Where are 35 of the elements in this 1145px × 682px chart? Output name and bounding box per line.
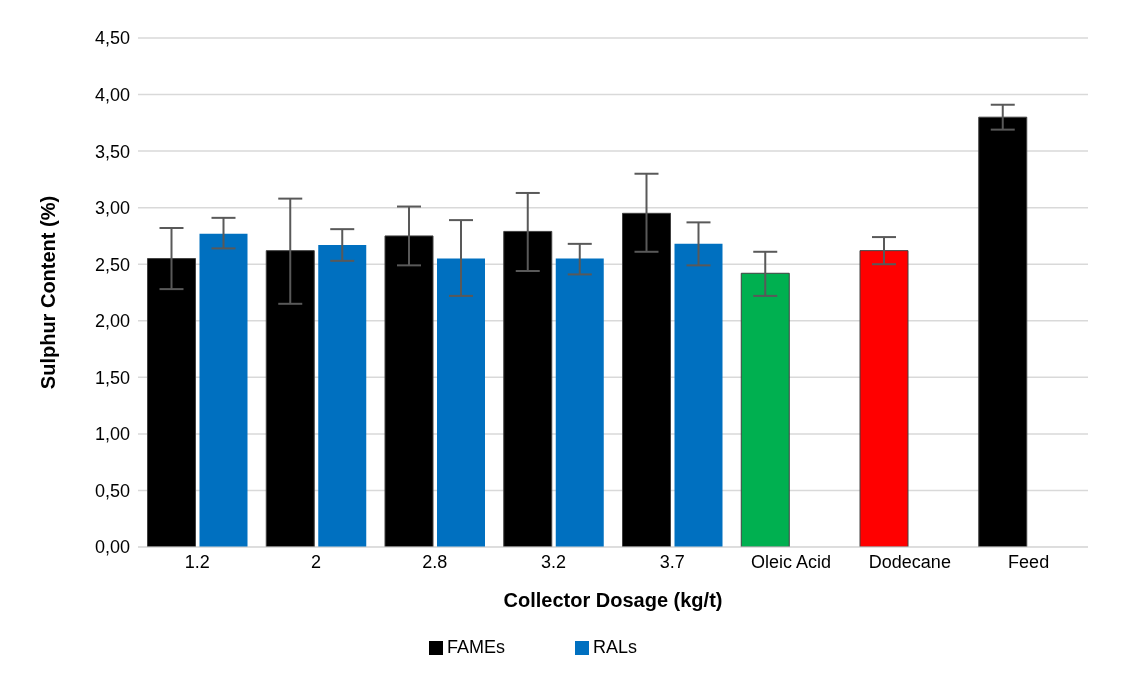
y-tick-label: 2,50 (94, 254, 130, 275)
bar (384, 235, 434, 547)
bar (147, 258, 196, 547)
bar (978, 116, 1028, 547)
x-tick-label: 2.8 (422, 551, 448, 572)
bar (437, 258, 485, 547)
y-tick-label: 4,00 (94, 84, 130, 105)
bar (503, 230, 553, 547)
x-tick-label: Dodecane (868, 551, 951, 572)
bar (622, 212, 671, 547)
x-tick-label: 3.2 (541, 551, 567, 572)
x-tick-label: 3.7 (659, 551, 685, 572)
y-tick-label: 4,50 (94, 28, 130, 49)
x-tick-label: Oleic Acid (751, 551, 832, 572)
legend-label: RALs (593, 637, 638, 657)
x-tick-label: 1.2 (184, 551, 210, 572)
y-tick-label: 1,50 (94, 367, 130, 388)
y-tick-label: 3,50 (94, 141, 130, 162)
bar (265, 250, 315, 547)
y-axis-title: Sulphur Content (%) (37, 195, 60, 390)
bar (199, 233, 248, 547)
bar (318, 244, 367, 547)
x-tick-label: Feed (1008, 551, 1050, 572)
bar (555, 258, 604, 547)
x-tick-label: 2 (311, 551, 322, 572)
bar (740, 272, 790, 547)
y-tick-label: 0,00 (94, 537, 130, 558)
legend-label: FAMEs (446, 637, 505, 657)
x-axis-title: Collector Dosage (kg/t) (503, 589, 723, 611)
y-tick-label: 0,50 (94, 480, 130, 501)
y-tick-label: 3,00 (94, 198, 130, 219)
bar (859, 250, 909, 547)
y-tick-label: 1,00 (94, 424, 130, 445)
bar (674, 243, 723, 547)
y-tick-label: 2,00 (94, 311, 130, 332)
